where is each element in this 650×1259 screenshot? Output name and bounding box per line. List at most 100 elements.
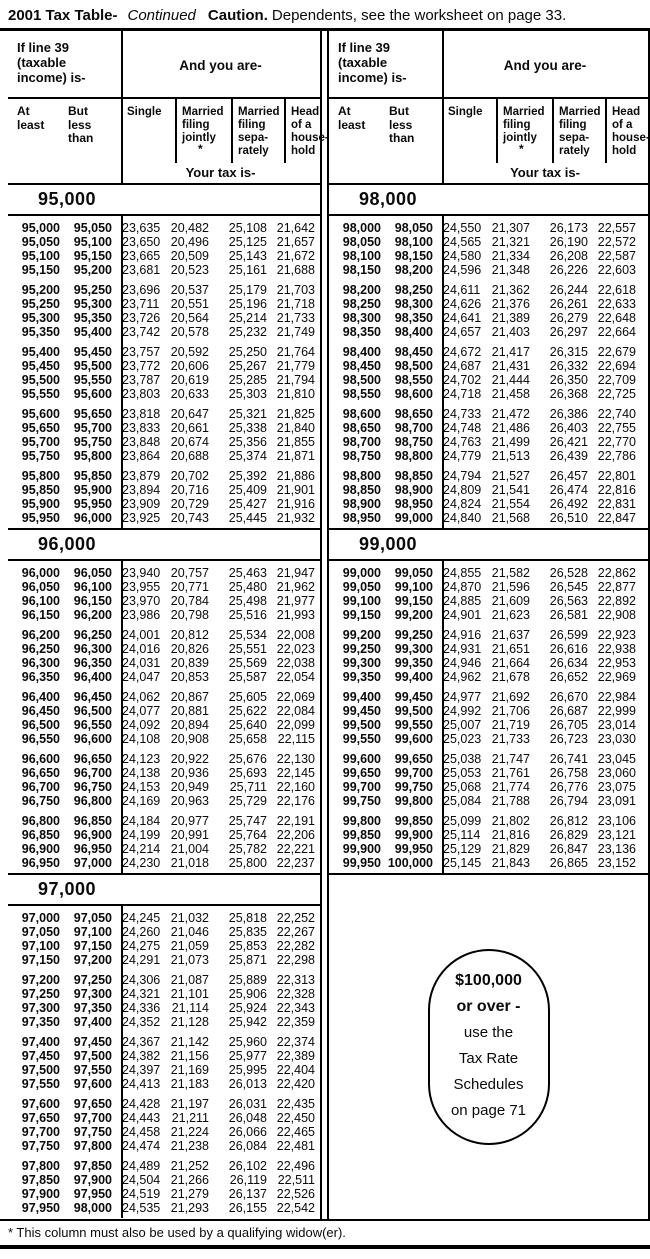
cell-at-least: 99,050 [342,580,381,594]
cell-but-less-than: 98,800 [394,449,433,463]
cell-married-filing-jointly: 21,499 [491,435,530,449]
cell-at-least: 99,900 [342,842,381,856]
cell-but-less-than: 97,450 [73,1035,112,1049]
table-row: 98,900 98,950 24,824 21,554 26,492 22,831 [329,497,648,511]
cell-single: 23,818 [122,407,161,421]
cell-at-least: 98,600 [342,407,381,421]
cell-single: 25,007 [443,718,482,732]
table-row: 95,800 95,850 23,879 20,702 25,392 21,886 [8,469,320,483]
table-row: 98,350 98,400 24,657 21,403 26,297 22,664 [329,325,648,339]
cell-at-least: 96,450 [21,704,60,718]
section-body: 98,000 98,050 24,550 21,307 26,173 22,557 98,0… [329,216,648,528]
cell-single: 24,946 [443,656,482,670]
cell-married-filing-jointly: 21,554 [491,497,530,511]
cell-head-of-household: 22,664 [597,325,636,339]
cell-at-least: 99,750 [342,794,381,808]
cell-single: 24,824 [443,497,482,511]
cell-at-least: 99,650 [342,766,381,780]
cell-at-least: 97,200 [21,973,60,987]
table-row: 96,150 96,200 23,986 20,798 25,516 21,993 [8,608,320,622]
cell-single: 23,848 [122,435,161,449]
cell-married-filing-jointly: 21,568 [491,511,530,525]
cell-married-filing-jointly: 21,376 [491,297,530,311]
cell-at-least: 96,700 [21,780,60,794]
cell-married-filing-separately: 26,173 [549,221,588,235]
cell-head-of-household: 22,603 [597,263,636,277]
cell-at-least: 95,600 [21,407,60,421]
cell-single: 24,108 [122,732,161,746]
cell-married-filing-jointly: 21,609 [491,594,530,608]
cell-but-less-than: 99,300 [394,642,433,656]
cell-married-filing-jointly: 20,729 [170,497,209,511]
cell-married-filing-separately: 26,634 [549,656,588,670]
cell-but-less-than: 95,450 [73,345,112,359]
table-row: 97,600 97,650 24,428 21,197 26,031 22,435 [8,1097,320,1111]
cell-but-less-than: 95,300 [73,297,112,311]
cell-single: 24,565 [443,235,482,249]
cell-head-of-household: 23,152 [597,856,636,870]
cell-but-less-than: 99,100 [394,580,433,594]
table-row: 98,250 98,300 24,626 21,376 26,261 22,633 [329,297,648,311]
cell-married-filing-jointly: 21,733 [491,732,530,746]
cell-but-less-than: 98,050 [394,221,433,235]
cell-single: 24,245 [122,911,161,925]
cell-but-less-than: 98,150 [394,249,433,263]
cell-married-filing-separately: 25,516 [228,608,267,622]
cell-at-least: 98,350 [342,325,381,339]
cell-but-less-than: 97,350 [73,1001,112,1015]
cell-married-filing-separately: 26,758 [549,766,588,780]
cell-head-of-household: 22,725 [597,387,636,401]
table-row: 96,400 96,450 24,062 20,867 25,605 22,069 [8,690,320,704]
cell-married-filing-separately: 25,534 [228,628,267,642]
cell-at-least: 99,700 [342,780,381,794]
cell-but-less-than: 95,150 [73,249,112,263]
table-row: 96,500 96,550 24,092 20,894 25,640 22,099 [8,718,320,732]
section-label: 95,000 [38,189,97,209]
cell-but-less-than: 96,100 [73,580,112,594]
cell-married-filing-separately: 26,865 [549,856,588,870]
cell-at-least: 97,700 [21,1125,60,1139]
cell-head-of-household: 21,886 [276,469,315,483]
cell-at-least: 97,050 [21,925,60,939]
col-header-at-least: At least [17,104,45,132]
cell-at-least: 95,800 [21,469,60,483]
table-row: 99,800 99,850 25,099 21,802 26,812 23,106 [329,814,648,828]
cell-at-least: 96,150 [21,608,60,622]
cell-single: 25,023 [443,732,482,746]
cell-single: 25,038 [443,752,482,766]
cell-head-of-household: 22,984 [597,690,636,704]
cell-but-less-than: 98,700 [394,421,433,435]
cell-at-least: 95,750 [21,449,60,463]
cell-head-of-household: 22,054 [276,670,315,684]
cell-but-less-than: 96,950 [73,842,112,856]
cell-married-filing-jointly: 21,334 [491,249,530,263]
cell-married-filing-separately: 25,214 [228,311,267,325]
table-header-left: If line 39 (taxable income) is- And you … [8,31,329,183]
cell-but-less-than: 97,900 [73,1173,112,1187]
cell-single: 23,970 [122,594,161,608]
cell-single: 24,519 [122,1187,161,1201]
top-rule [0,28,650,31]
cell-single: 24,291 [122,953,161,967]
cell-head-of-household: 22,511 [277,1173,315,1187]
cell-married-filing-jointly: 20,592 [170,345,209,359]
cell-married-filing-jointly: 21,073 [170,953,209,967]
cell-head-of-household: 21,642 [276,221,315,235]
cell-head-of-household: 22,542 [276,1201,315,1215]
cell-married-filing-jointly: 20,716 [170,483,209,497]
cell-but-less-than: 97,500 [73,1049,112,1063]
cell-head-of-household: 21,718 [276,297,315,311]
cell-at-least: 96,550 [21,732,60,746]
cell-head-of-household: 22,221 [276,842,315,856]
cell-but-less-than: 96,250 [73,628,112,642]
cell-married-filing-jointly: 20,991 [170,828,209,842]
cell-married-filing-separately: 26,528 [549,566,588,580]
cell-head-of-household: 21,916 [276,497,315,511]
cell-but-less-than: 98,500 [394,359,433,373]
cell-married-filing-separately: 25,108 [228,221,267,235]
cell-married-filing-jointly: 20,688 [170,449,209,463]
cell-at-least: 95,950 [21,511,60,525]
tax-table-right-half: If line 39 (taxable income) is- And you … [327,31,650,1219]
cell-but-less-than: 96,650 [73,752,112,766]
cell-at-least: 98,850 [342,483,381,497]
